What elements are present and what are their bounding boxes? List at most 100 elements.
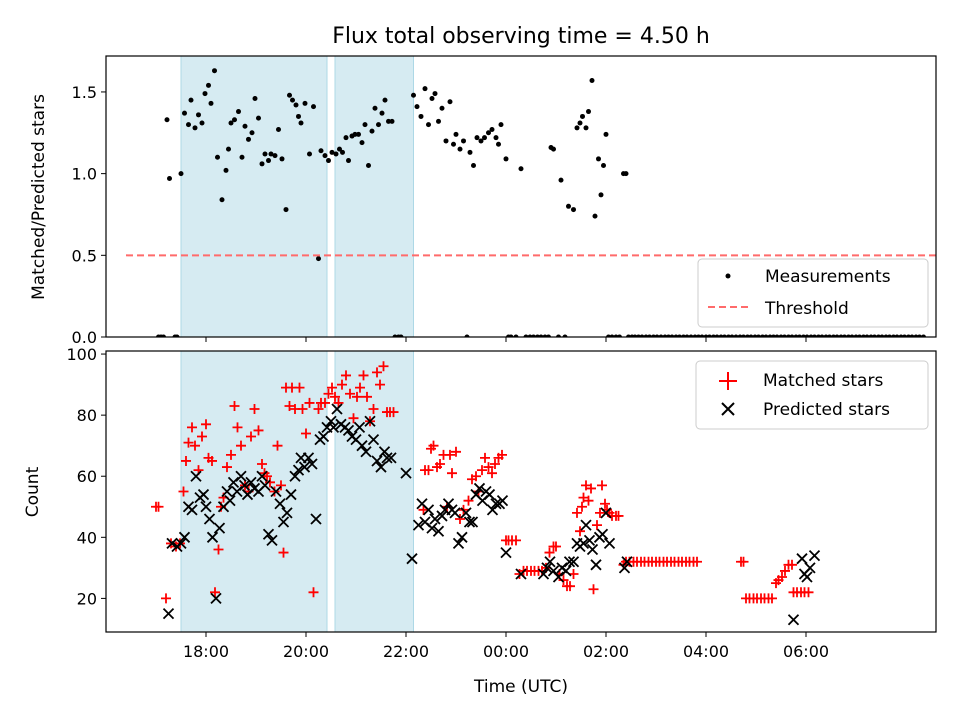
measurement-point [215, 154, 220, 160]
top-y-ticks: 0.0 0.5 1.0 1.5 [72, 83, 106, 347]
predicted-stars-point [801, 571, 813, 583]
matched-stars-point [284, 400, 295, 411]
matched-stars-point [544, 547, 555, 558]
predicted-stars-point [231, 485, 243, 498]
top-y-tick-label: 1.0 [72, 165, 97, 184]
matched-stars-point [210, 587, 220, 598]
measurement-point [451, 141, 456, 147]
measurement-point [707, 334, 712, 337]
x-tick-label: 22:00 [383, 642, 429, 661]
predicted-stars-point [500, 546, 512, 559]
measurement-point [601, 162, 606, 168]
matched-stars-point [301, 428, 311, 439]
predicted-stars-point [285, 488, 297, 501]
measurement-point [556, 334, 561, 337]
measurement-point [252, 95, 258, 101]
predicted-stars-point [563, 556, 576, 568]
measurement-point [647, 334, 652, 337]
matched-stars-point [418, 504, 429, 515]
predicted-stars-point [600, 507, 612, 519]
matched-stars-point [595, 507, 605, 518]
matched-stars-point [463, 495, 474, 506]
predicted-stars-point [541, 562, 553, 574]
matched-stars-point [780, 565, 790, 576]
legend-matched-marker [719, 372, 737, 390]
measurement-point [864, 334, 870, 337]
measurement-point [834, 334, 840, 337]
x-tick-label: 06:00 [783, 642, 829, 661]
matched-stars-point [362, 391, 372, 402]
measurement-point [733, 334, 739, 337]
bottom-legend: Matched stars Predicted stars [695, 360, 929, 430]
predicted-stars-point [496, 495, 509, 507]
measurement-point [268, 151, 274, 157]
predicted-stars-point [259, 479, 271, 492]
matched-stars-point [253, 425, 264, 436]
top-y-axis-label: Matched/Predicted stars [29, 94, 49, 300]
predicted-stars-point [302, 452, 315, 464]
measurement-point [290, 97, 295, 103]
measurement-point [574, 125, 580, 131]
legend-predicted-label: Predicted stars [763, 400, 890, 420]
matched-stars-point [490, 459, 500, 470]
matched-stars-point [327, 382, 337, 393]
measurement-point [921, 334, 926, 337]
bottom-y-tick-label: 40 [77, 528, 97, 547]
predicted-stars-point [603, 537, 616, 550]
measurement-point [592, 213, 598, 219]
measurement-point [677, 334, 682, 337]
matched-stars-point [592, 520, 602, 531]
matched-stars-point [161, 593, 171, 604]
matched-stars-point [480, 452, 490, 463]
measurement-point [498, 122, 504, 128]
matched-stars-point [181, 455, 191, 466]
matched-stars-point [320, 397, 330, 408]
measurement-point [464, 334, 470, 337]
matched-stars-point [249, 404, 260, 415]
measurement-point [212, 68, 217, 74]
predicted-stars-point [406, 553, 418, 565]
predicted-stars-point [306, 458, 318, 470]
matched-stars-point [477, 465, 487, 476]
matched-stars-point [455, 513, 465, 524]
measurement-point [603, 131, 609, 137]
matched-stars-point [308, 587, 319, 598]
predicted-stars-point [277, 516, 290, 528]
predicted-stars-point [577, 537, 590, 550]
measurement-point [232, 117, 237, 123]
matched-stars-point [246, 431, 256, 442]
measurement-point [429, 95, 435, 101]
matched-stars-point [600, 498, 610, 509]
top-y-tick-label: 0.5 [72, 246, 97, 265]
top-y-tick-label: 0.0 [72, 328, 97, 347]
predicted-stars-point [186, 504, 198, 516]
measurement-point [293, 102, 299, 108]
predicted-stars-point [452, 537, 465, 550]
predicted-stars-point [460, 507, 472, 519]
predicted-stars-point [206, 531, 219, 543]
matched-stars-point [358, 370, 369, 381]
matched-stars-point [352, 391, 362, 402]
predicted-stars-point [342, 424, 355, 437]
predicted-stars-point [238, 479, 251, 492]
measurement-point [346, 158, 351, 164]
measurement-point [688, 334, 694, 337]
matched-stars-point [551, 541, 561, 552]
matched-stars-point [313, 404, 324, 415]
predicted-stars-point [552, 571, 565, 583]
measurement-point [782, 334, 787, 337]
measurement-point [311, 104, 316, 110]
measurement-point [326, 158, 331, 164]
measurement-point [422, 86, 428, 92]
measurement-point [379, 110, 385, 116]
predicted-stars-point [515, 568, 527, 580]
matched-stars-point [435, 459, 445, 470]
measurement-point [571, 207, 576, 213]
measurement-point [546, 334, 551, 337]
measurement-point [493, 135, 499, 141]
matched-stars-point [586, 483, 596, 494]
predicted-stars-point [412, 519, 425, 531]
matched-stars-point [187, 422, 197, 433]
measurement-point [414, 104, 420, 110]
matched-stars-point [330, 391, 340, 402]
